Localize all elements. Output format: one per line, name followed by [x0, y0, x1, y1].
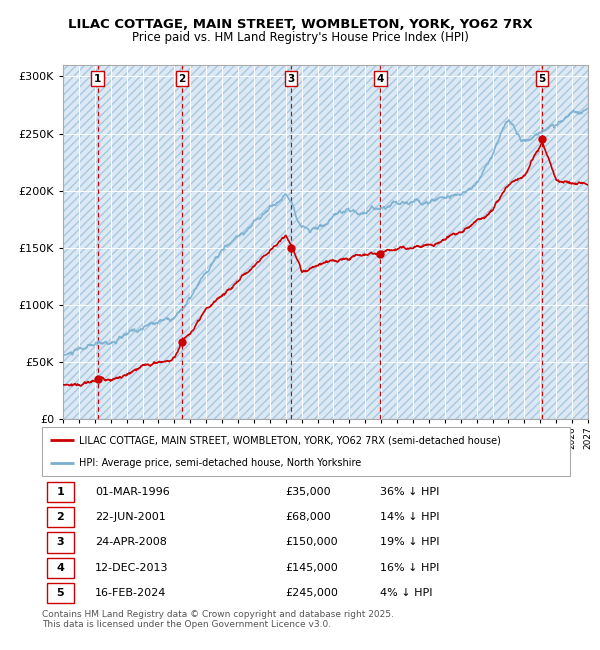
- Text: HPI: Average price, semi-detached house, North Yorkshire: HPI: Average price, semi-detached house,…: [79, 458, 361, 467]
- Bar: [182, 65, 291, 419]
- Text: LILAC COTTAGE, MAIN STREET, WOMBLETON, YORK, YO62 7RX (semi-detached house): LILAC COTTAGE, MAIN STREET, WOMBLETON, Y…: [79, 436, 501, 445]
- Text: £68,000: £68,000: [285, 512, 331, 522]
- Text: Price paid vs. HM Land Registry's House Price Index (HPI): Price paid vs. HM Land Registry's House …: [131, 31, 469, 44]
- Text: £150,000: £150,000: [285, 538, 338, 547]
- Bar: [47, 507, 74, 527]
- Text: 1: 1: [94, 74, 101, 84]
- Text: 5: 5: [539, 74, 546, 84]
- Bar: [63, 65, 98, 419]
- Text: 16% ↓ HPI: 16% ↓ HPI: [380, 563, 439, 573]
- Bar: [98, 65, 182, 419]
- Text: £145,000: £145,000: [285, 563, 338, 573]
- Bar: [291, 65, 380, 419]
- Text: 01-MAR-1996: 01-MAR-1996: [95, 487, 170, 497]
- Text: 14% ↓ HPI: 14% ↓ HPI: [380, 512, 439, 522]
- Text: 1: 1: [56, 487, 64, 497]
- Text: 4% ↓ HPI: 4% ↓ HPI: [380, 588, 433, 598]
- Text: 4: 4: [377, 74, 384, 84]
- Text: 36% ↓ HPI: 36% ↓ HPI: [380, 487, 439, 497]
- Text: £245,000: £245,000: [285, 588, 338, 598]
- Bar: [542, 65, 588, 419]
- Bar: [47, 583, 74, 603]
- Text: 3: 3: [56, 538, 64, 547]
- Text: 24-APR-2008: 24-APR-2008: [95, 538, 167, 547]
- Text: 5: 5: [56, 588, 64, 598]
- Bar: [47, 482, 74, 502]
- Text: Contains HM Land Registry data © Crown copyright and database right 2025.
This d: Contains HM Land Registry data © Crown c…: [42, 610, 394, 629]
- Bar: [63, 65, 98, 419]
- Text: 2: 2: [178, 74, 185, 84]
- Bar: [47, 558, 74, 578]
- Text: 4: 4: [56, 563, 64, 573]
- Text: 2: 2: [56, 512, 64, 522]
- Bar: [380, 65, 542, 419]
- Text: LILAC COTTAGE, MAIN STREET, WOMBLETON, YORK, YO62 7RX: LILAC COTTAGE, MAIN STREET, WOMBLETON, Y…: [68, 18, 532, 31]
- Text: 22-JUN-2001: 22-JUN-2001: [95, 512, 166, 522]
- Text: 19% ↓ HPI: 19% ↓ HPI: [380, 538, 439, 547]
- Text: 16-FEB-2024: 16-FEB-2024: [95, 588, 166, 598]
- Bar: [98, 65, 182, 419]
- Text: 3: 3: [287, 74, 295, 84]
- Bar: [182, 65, 291, 419]
- Bar: [380, 65, 542, 419]
- Text: £35,000: £35,000: [285, 487, 331, 497]
- Bar: [47, 532, 74, 552]
- Bar: [542, 65, 588, 419]
- Text: 12-DEC-2013: 12-DEC-2013: [95, 563, 168, 573]
- Bar: [291, 65, 380, 419]
